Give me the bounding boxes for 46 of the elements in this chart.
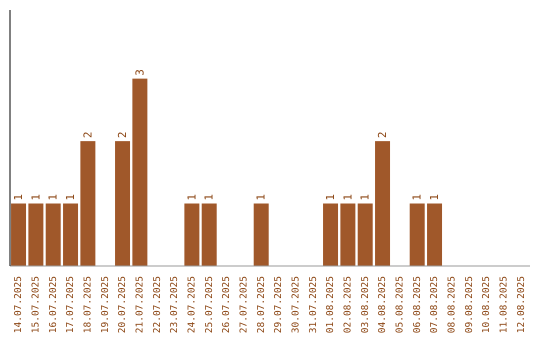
data-label: 1	[341, 194, 354, 201]
x-tick-label: 21.07.2025	[134, 276, 146, 334]
x-tick-label: 08.08.2025	[446, 276, 458, 334]
x-tick-label: 24.07.2025	[186, 276, 198, 334]
x-tick-label: 23.07.2025	[169, 276, 180, 334]
x-tick-label: 09.08.2025	[464, 276, 475, 334]
data-label: 1	[202, 194, 216, 201]
x-tick-label: 31.07.2025	[308, 276, 319, 334]
data-label: 1	[64, 194, 78, 201]
x-tick-label: 14.07.2025	[13, 276, 24, 334]
x-tick-label: 18.07.2025	[82, 276, 94, 334]
data-label: 2	[376, 131, 390, 138]
x-tick-label: 02.08.2025	[342, 276, 354, 334]
x-tick-label: 11.08.2025	[498, 276, 510, 334]
x-tick-label: 29.07.2025	[273, 276, 284, 334]
data-label: 1	[185, 194, 198, 201]
x-tick-label: 30.07.2025	[290, 276, 302, 334]
data-label: 1	[29, 194, 42, 201]
x-tick-label: 20.07.2025	[117, 276, 128, 334]
data-label: 1	[12, 194, 26, 201]
x-tick-label: 06.08.2025	[412, 276, 423, 334]
x-tick-label: 25.07.2025	[204, 276, 215, 334]
x-tick-label: 27.07.2025	[238, 276, 250, 334]
data-label: 3	[133, 69, 146, 76]
data-label: 2	[116, 131, 130, 138]
x-tick-label: 03.08.2025	[360, 276, 371, 334]
x-tick-label: 12.08.2025	[516, 276, 527, 334]
data-label: 1	[46, 194, 60, 201]
data-label: 1	[428, 194, 442, 201]
data-label: 2	[81, 131, 94, 138]
x-tick-label: 04.08.2025	[377, 276, 388, 334]
x-tick-label: 01.08.2025	[325, 276, 336, 334]
data-label: 1	[254, 194, 268, 201]
x-tick-label: 07.08.2025	[429, 276, 440, 334]
x-tick-label: 19.07.2025	[100, 276, 111, 334]
x-tick-label: 28.07.2025	[256, 276, 267, 334]
data-label: 1	[410, 194, 424, 201]
data-label: 1	[324, 194, 338, 201]
x-tick-label: 22.07.2025	[152, 276, 163, 334]
data-label: 1	[358, 194, 372, 201]
x-tick-label: 26.07.2025	[221, 276, 232, 334]
x-tick-label: 16.07.2025	[48, 276, 59, 334]
x-tick-label: 10.08.2025	[481, 276, 492, 334]
x-tick-label: 05.08.2025	[394, 276, 406, 334]
x-tick-label: 17.07.2025	[65, 276, 76, 334]
x-tick-label: 15.07.2025	[30, 276, 42, 334]
